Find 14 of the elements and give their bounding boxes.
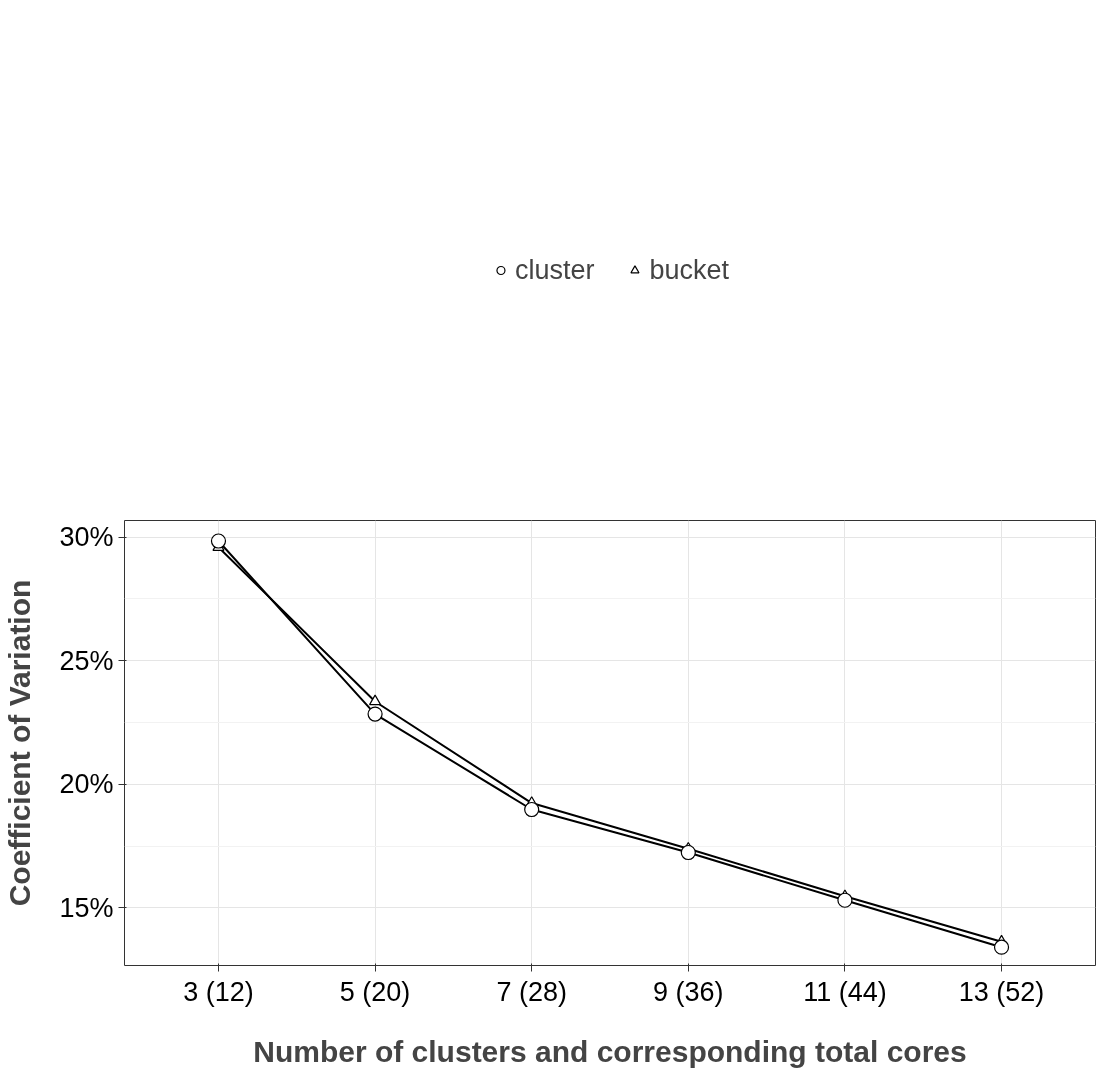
y-axis-title: Coefficient of Variation — [3, 579, 37, 907]
x-axis-title: Number of clusters and corresponding total cores — [253, 1034, 967, 1068]
x-tick-label: 9 (36) — [653, 976, 724, 1007]
legend-label: cluster — [514, 254, 595, 286]
x-tick-label: 3 (12) — [183, 976, 254, 1007]
y-tick-label: 20% — [59, 769, 114, 800]
x-tick-label: 5 (20) — [339, 976, 411, 1007]
y-tick-label: 25% — [59, 645, 114, 676]
x-tick-label: 13 (52) — [958, 976, 1045, 1007]
y-tick-label: 30% — [59, 522, 114, 553]
legend-label: bucket — [649, 254, 730, 286]
x-tick-label: 7 (28) — [496, 976, 567, 1007]
y-tick-label: 15% — [59, 892, 114, 923]
x-tick-label: 11 (44) — [803, 976, 887, 1007]
